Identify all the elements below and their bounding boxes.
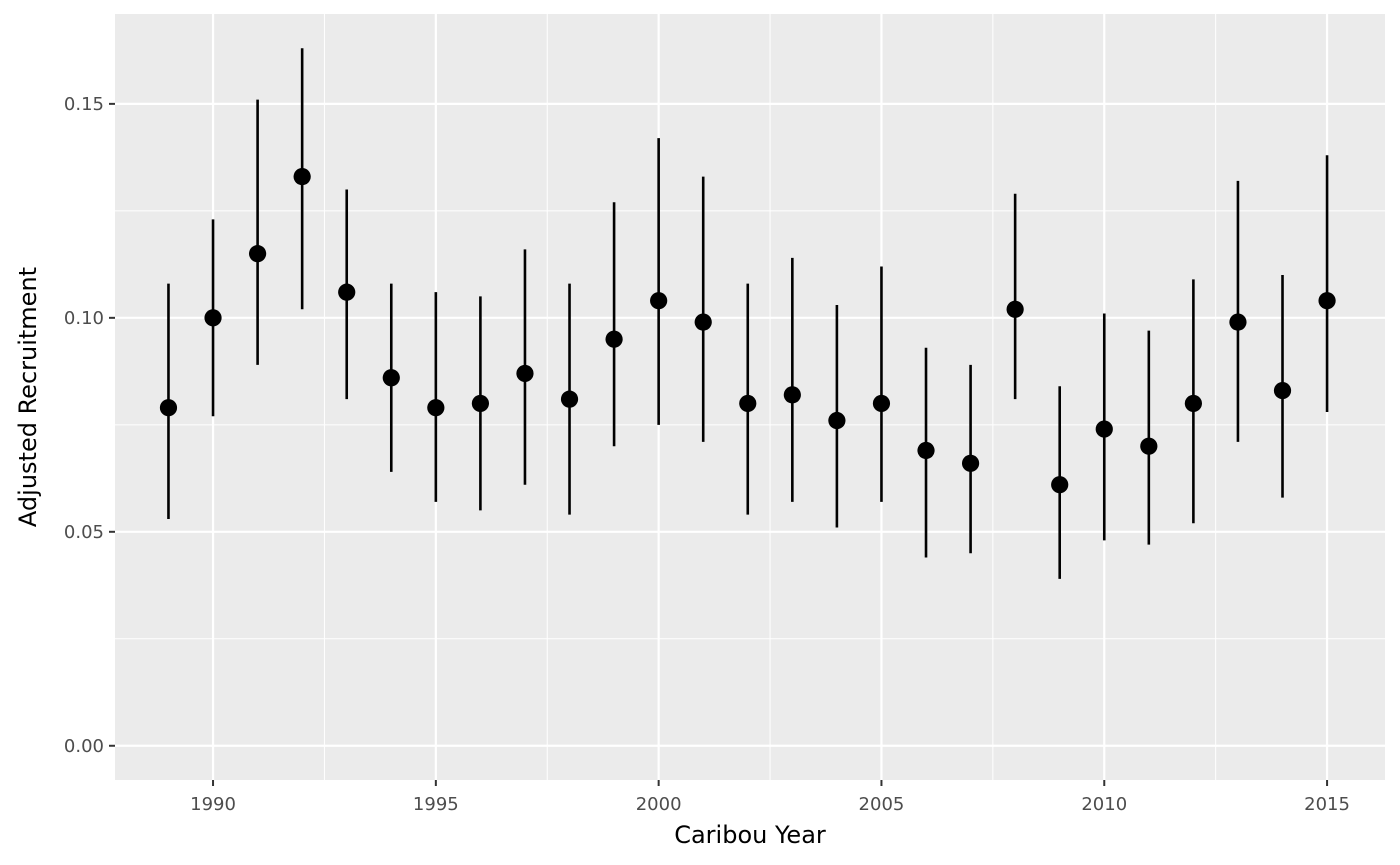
y-tick-label: 0.00 — [64, 736, 104, 757]
data-point — [1273, 381, 1292, 400]
data-point — [917, 441, 935, 460]
data-point — [516, 364, 534, 383]
data-point — [1140, 437, 1158, 455]
data-point — [293, 168, 311, 186]
data-point — [872, 394, 891, 413]
data-point — [560, 390, 579, 408]
data-point — [605, 330, 623, 348]
data-point — [961, 454, 980, 472]
x-tick-label: 1995 — [413, 794, 459, 815]
data-point — [1095, 420, 1113, 438]
data-point — [650, 292, 668, 310]
y-tick-label: 0.10 — [64, 308, 104, 329]
x-tick-label: 2000 — [636, 794, 682, 815]
data-point — [1051, 476, 1069, 494]
data-point — [694, 313, 712, 331]
data-point — [427, 399, 445, 417]
data-point — [1318, 292, 1336, 310]
data-point — [1184, 394, 1202, 413]
data-point — [471, 394, 490, 413]
x-tick-label: 1990 — [190, 794, 236, 815]
data-point — [382, 369, 400, 387]
data-point — [248, 245, 267, 263]
data-points — [159, 168, 1336, 494]
y-tick-label: 0.05 — [64, 522, 104, 543]
axes: 1990 1995 2000 2005 2010 2015 0.00 0.05 0.10 0.15 — [64, 94, 1350, 815]
data-point — [1006, 300, 1024, 318]
data-point — [204, 309, 222, 327]
minor-gridlines — [115, 14, 1385, 780]
data-point — [739, 394, 757, 413]
data-point — [159, 399, 178, 417]
x-tick-label: 2010 — [1081, 794, 1127, 815]
y-axis-title: Adjusted Recruitment — [14, 267, 42, 527]
y-tick-label: 0.15 — [64, 94, 104, 115]
data-point — [338, 283, 356, 301]
data-point — [828, 411, 846, 430]
x-tick-label: 2015 — [1304, 794, 1350, 815]
x-tick-label: 2005 — [859, 794, 905, 815]
data-point — [783, 386, 801, 404]
data-point — [1229, 313, 1247, 331]
x-axis-title: Caribou Year — [674, 821, 826, 849]
